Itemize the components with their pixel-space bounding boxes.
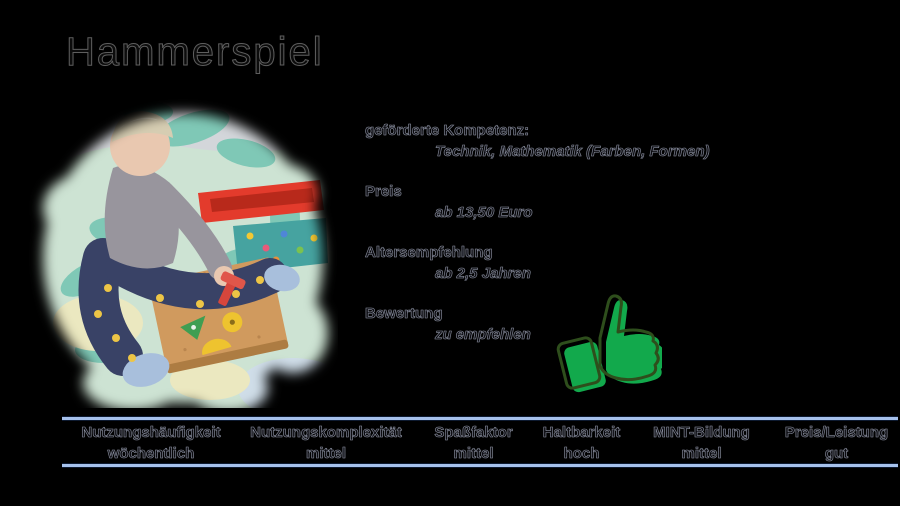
table-value-mint-bildung: mittel xyxy=(681,444,722,462)
table-header-mint-bildung: MINT-Bildung xyxy=(653,423,750,441)
table-value-spassfaktor: mittel xyxy=(453,444,494,462)
rating-table: Nutzungshäufigkeit Nutzungskomplexität S… xyxy=(62,416,898,468)
table-header-spassfaktor: Spaßfaktor xyxy=(434,423,513,441)
table-header-haltbarkeit: Haltbarkeit xyxy=(542,423,621,441)
info-block-alter: Altersempfehlung ab 2,5 Jahren xyxy=(365,244,785,282)
table-header-nutzungshaeufigkeit: Nutzungshäufigkeit xyxy=(81,423,221,441)
table-header-nutzungskomplexitaet: Nutzungskomplexität xyxy=(250,423,402,441)
toy-box xyxy=(198,180,328,273)
info-block-kompetenz: geförderte Kompetenz: Technik, Mathemati… xyxy=(365,122,785,160)
table-value-nutzungskomplexitaet: mittel xyxy=(305,444,347,462)
info-value: ab 2,5 Jahren xyxy=(435,265,531,282)
info-value: ab 13,50 Euro xyxy=(435,204,533,221)
table-header-preis-leistung: Preis/Leistung xyxy=(784,423,889,441)
page-title: Hammerspiel xyxy=(66,30,324,75)
info-value: Technik, Mathematik (Farben, Formen) xyxy=(435,143,710,160)
toy-hammer xyxy=(218,271,246,306)
info-label: geförderte Kompetenz: xyxy=(365,122,530,140)
table-value-preis-leistung: gut xyxy=(824,444,849,462)
table-bottom-border xyxy=(62,463,898,468)
info-value: zu empfehlen xyxy=(435,326,531,343)
info-block-preis: Preis ab 13,50 Euro xyxy=(365,183,785,221)
info-label: Altersempfehlung xyxy=(365,244,493,262)
table-value-haltbarkeit: hoch xyxy=(563,444,600,462)
child-photo xyxy=(28,98,338,408)
info-panel: geförderte Kompetenz: Technik, Mathemati… xyxy=(365,122,785,366)
thumbs-up-icon xyxy=(556,294,662,393)
info-label: Preis xyxy=(365,183,402,201)
table-value-nutzungshaeufigkeit: wöchentlich xyxy=(107,444,195,462)
info-block-bewertung: Bewertung zu empfehlen xyxy=(365,305,785,343)
info-label: Bewertung xyxy=(365,305,443,323)
child-figure xyxy=(78,111,300,387)
table-top-border xyxy=(62,416,898,421)
